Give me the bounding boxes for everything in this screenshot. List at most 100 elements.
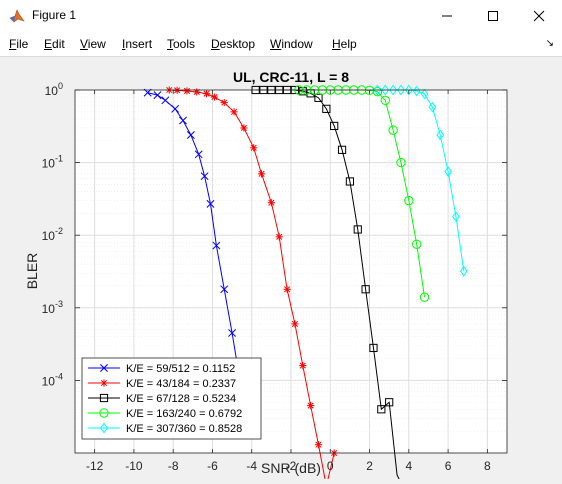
point-marker bbox=[444, 166, 452, 178]
minimize-icon bbox=[442, 15, 452, 17]
chart-title: UL, CRC-11, L = 8 bbox=[233, 69, 349, 85]
point-marker bbox=[412, 85, 421, 97]
point-marker bbox=[428, 101, 437, 113]
figure-canvas: -12 -10 -8 -6 -4 -2 0 2 4 6 8 10-4 10-3 10-2 10-1 100 U… bbox=[0, 57, 562, 484]
point-marker bbox=[452, 211, 460, 223]
legend-label: K/E = 67/128 = 0.5234 bbox=[126, 393, 236, 405]
point-marker bbox=[436, 129, 445, 141]
point-marker bbox=[459, 265, 468, 277]
point-marker bbox=[361, 285, 370, 294]
point-marker bbox=[220, 285, 229, 294]
menu-desktop[interactable]: Desktop bbox=[211, 37, 256, 51]
x-tick-label: -4 bbox=[246, 459, 257, 473]
menu-bar: File Edit View Insert Tools Desktop Wind… bbox=[0, 32, 562, 57]
bler-chart: -12 -10 -8 -6 -4 -2 0 2 4 6 8 10-4 10-3 10-2 10-1 100 U… bbox=[24, 69, 508, 484]
y-tick-label: 100 bbox=[45, 81, 63, 98]
point-marker bbox=[314, 441, 323, 449]
point-marker bbox=[397, 84, 405, 96]
legend: K/E = 59/512 = 0.1152 K/E = 43/184 = 0.23… bbox=[81, 357, 262, 440]
point-marker bbox=[419, 292, 430, 302]
point-marker bbox=[212, 241, 221, 250]
point-marker bbox=[291, 320, 299, 328]
point-marker bbox=[283, 285, 291, 293]
maximize-icon bbox=[488, 11, 498, 21]
minimize-button[interactable] bbox=[424, 0, 470, 32]
legend-entry: K/E = 67/128 = 0.5234 bbox=[88, 393, 236, 405]
point-marker bbox=[200, 172, 209, 181]
point-marker bbox=[210, 93, 219, 101]
point-marker bbox=[186, 131, 195, 139]
point-marker bbox=[250, 144, 258, 152]
legend-label: K/E = 163/240 = 0.6792 bbox=[126, 408, 242, 420]
point-marker bbox=[100, 364, 108, 372]
x-tick-label: 4 bbox=[405, 459, 412, 473]
menu-tools[interactable]: Tools bbox=[167, 37, 196, 51]
point-marker bbox=[206, 199, 215, 208]
point-marker bbox=[193, 88, 201, 96]
point-marker bbox=[99, 408, 109, 418]
x-tick-label: 6 bbox=[445, 459, 452, 473]
x-tick-label: 2 bbox=[366, 459, 373, 473]
point-marker bbox=[220, 99, 228, 107]
x-tick-label: -2 bbox=[286, 459, 297, 473]
point-marker bbox=[388, 125, 398, 135]
legend-entry: K/E = 43/184 = 0.2337 bbox=[88, 378, 236, 390]
window-title: Figure 1 bbox=[32, 8, 77, 22]
point-marker bbox=[267, 199, 275, 207]
x-axis-label: SNR (dB) bbox=[261, 460, 321, 476]
x-tick-label: 8 bbox=[484, 459, 491, 473]
title-bar: Figure 1 bbox=[0, 0, 562, 32]
y-tick-label: 10-2 bbox=[42, 226, 63, 243]
y-tick-label: 10-3 bbox=[42, 299, 63, 316]
point-marker bbox=[396, 157, 406, 168]
point-marker bbox=[372, 86, 383, 97]
point-marker bbox=[353, 225, 362, 234]
menu-file[interactable]: File bbox=[9, 37, 29, 51]
legend-label: K/E = 307/360 = 0.8528 bbox=[126, 423, 242, 435]
point-marker bbox=[337, 145, 347, 154]
point-marker bbox=[377, 405, 386, 414]
maximize-button[interactable] bbox=[470, 0, 516, 32]
point-marker bbox=[330, 121, 339, 131]
menu-insert[interactable]: Insert bbox=[122, 37, 153, 51]
y-tick-label: 10-1 bbox=[42, 154, 63, 171]
point-marker bbox=[194, 150, 203, 159]
point-marker bbox=[389, 84, 397, 96]
menu-edit[interactable]: Edit bbox=[44, 37, 65, 51]
point-marker bbox=[161, 96, 170, 105]
point-marker bbox=[275, 233, 283, 241]
point-marker bbox=[171, 104, 180, 113]
x-tick-label: 0 bbox=[327, 459, 334, 473]
close-button[interactable] bbox=[516, 0, 562, 32]
close-icon bbox=[533, 10, 545, 22]
point-marker bbox=[404, 84, 413, 96]
legend-label: K/E = 59/512 = 0.1152 bbox=[126, 363, 235, 375]
point-marker bbox=[404, 195, 414, 206]
y-axis-label: BLER bbox=[24, 253, 40, 290]
point-marker bbox=[420, 88, 429, 100]
point-marker bbox=[314, 93, 323, 102]
legend-label: K/E = 43/184 = 0.2337 bbox=[126, 378, 236, 390]
dock-arrow-icon[interactable]: ↘ bbox=[545, 38, 554, 49]
menu-help[interactable]: Help bbox=[332, 37, 357, 51]
point-marker bbox=[228, 329, 237, 337]
point-marker bbox=[307, 401, 315, 410]
menu-window[interactable]: Window bbox=[270, 37, 313, 51]
point-marker bbox=[153, 91, 162, 100]
legend-entry: K/E = 163/240 = 0.6792 bbox=[88, 408, 242, 420]
point-marker bbox=[381, 84, 390, 96]
point-marker bbox=[385, 398, 394, 407]
point-marker bbox=[100, 379, 108, 387]
point-marker bbox=[202, 90, 211, 98]
matlab-icon bbox=[9, 9, 25, 23]
point-marker bbox=[183, 87, 191, 95]
point-marker bbox=[99, 393, 109, 403]
legend-entry: K/E = 59/512 = 0.1152 bbox=[88, 363, 235, 375]
x-tick-label: -8 bbox=[168, 459, 179, 473]
menu-view[interactable]: View bbox=[80, 37, 106, 51]
point-marker bbox=[373, 84, 382, 96]
y-tick-label: 10-4 bbox=[42, 371, 63, 388]
point-marker bbox=[179, 116, 187, 125]
point-marker bbox=[230, 108, 238, 116]
x-tick-label: -10 bbox=[125, 459, 143, 473]
